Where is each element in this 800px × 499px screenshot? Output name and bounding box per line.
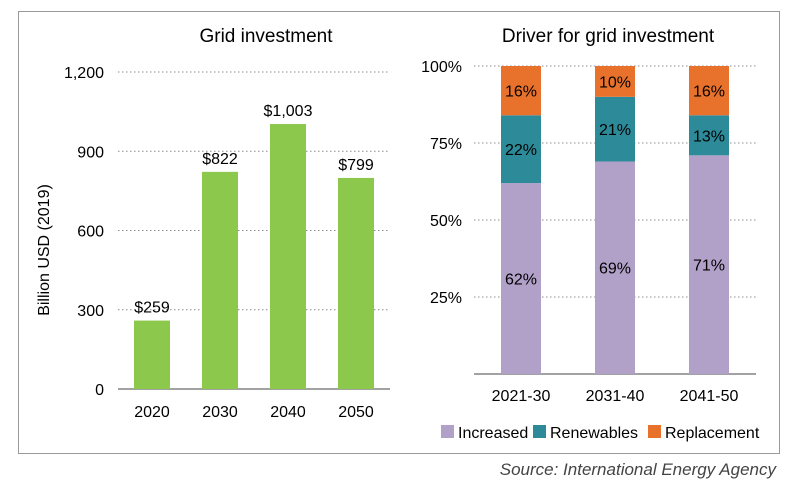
y-tick-label: 100% xyxy=(421,59,462,76)
segment-value-label: 16% xyxy=(505,84,537,101)
source-note: Source: International Energy Agency xyxy=(499,460,776,479)
y-tick-label: 50% xyxy=(430,213,462,230)
segment-replacement-2031-40 xyxy=(595,66,635,97)
grid-investment-title: Grid investment xyxy=(199,26,333,47)
bar-value-label: $822 xyxy=(202,151,238,168)
y-tick-label: 300 xyxy=(77,303,104,320)
segment-increased-2031-40 xyxy=(595,161,635,374)
driver-chart-title: Driver for grid investment xyxy=(502,26,715,47)
grid-investment-chart: Grid investment Billion USD (2019) 0 300 6… xyxy=(36,26,390,421)
segment-value-label: 62% xyxy=(505,272,537,289)
segment-renewables-2021-30 xyxy=(501,115,541,184)
chart-frame xyxy=(18,11,780,454)
legend-label-renewables: Renewables xyxy=(550,425,638,442)
segment-value-label: 16% xyxy=(693,84,725,101)
bar-2050 xyxy=(338,177,374,389)
segment-replacement-2021-30 xyxy=(501,66,541,116)
segment-value-label: 71% xyxy=(693,258,725,275)
y-tick-label: 600 xyxy=(77,224,104,241)
segment-value-label: 69% xyxy=(599,261,631,278)
segment-value-label: 21% xyxy=(599,122,631,139)
segment-renewables-2031-40 xyxy=(595,96,635,162)
segment-value-label: 22% xyxy=(505,142,537,159)
legend-swatch-increased xyxy=(441,425,454,438)
y-tick-label: 0 xyxy=(95,382,104,399)
bar-value-label: $259 xyxy=(134,300,170,317)
bar-2030 xyxy=(202,171,238,389)
y-axis-label: Billion USD (2019) xyxy=(36,184,53,316)
x-tick-label: 2050 xyxy=(338,404,374,421)
segment-value-label: 13% xyxy=(693,128,725,145)
segment-replacement-2041-50 xyxy=(689,66,729,116)
y-tick-label: 900 xyxy=(77,144,104,161)
legend: Increased Renewables Replacement xyxy=(441,425,760,442)
x-tick-label: 2021-30 xyxy=(492,388,551,405)
bar-value-label: $799 xyxy=(338,157,374,174)
bar-2040 xyxy=(270,124,306,389)
legend-label-increased: Increased xyxy=(458,425,528,442)
segment-value-label: 10% xyxy=(599,74,631,91)
segment-renewables-2041-50 xyxy=(689,115,729,156)
y-tick-label: 75% xyxy=(430,136,462,153)
x-tick-label: 2031-40 xyxy=(586,388,645,405)
x-tick-label: 2041-50 xyxy=(680,388,739,405)
x-tick-label: 2030 xyxy=(202,404,238,421)
bar-2020 xyxy=(134,320,170,389)
y-tick-label: 25% xyxy=(430,290,462,307)
legend-swatch-replacement xyxy=(648,425,661,438)
x-tick-label: 2020 xyxy=(134,404,170,421)
segment-increased-2021-30 xyxy=(501,183,541,374)
bar-value-label: $1,003 xyxy=(264,103,313,120)
y-tick-label: 1,200 xyxy=(64,65,104,82)
segment-increased-2041-50 xyxy=(689,155,729,374)
legend-label-replacement: Replacement xyxy=(665,425,760,442)
legend-swatch-renewables xyxy=(533,425,546,438)
x-tick-label: 2040 xyxy=(270,404,306,421)
driver-chart: Driver for grid investment 25% 50% 75% 100%… xyxy=(421,26,760,442)
